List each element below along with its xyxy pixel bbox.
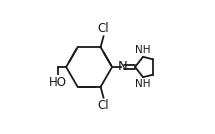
Text: N: N <box>117 60 127 74</box>
Text: HO: HO <box>49 76 67 89</box>
Text: Cl: Cl <box>98 99 109 112</box>
Text: NH: NH <box>135 45 150 55</box>
Text: NH: NH <box>135 79 150 89</box>
Text: Cl: Cl <box>98 22 109 35</box>
